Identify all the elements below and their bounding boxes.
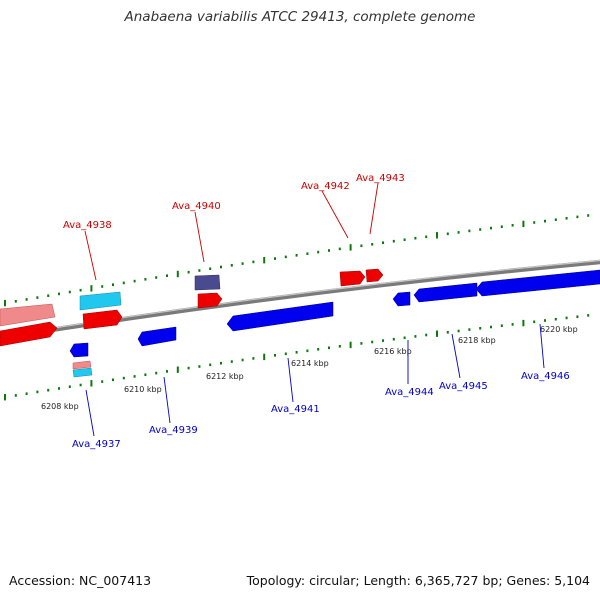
upper-tick-track bbox=[4, 214, 590, 307]
ruler-label: 6210 kbp bbox=[124, 385, 162, 394]
gene-label-ava4944[interactable]: Ava_4944 bbox=[385, 387, 434, 398]
gene-arrow-ava4939[interactable] bbox=[137, 326, 177, 347]
reverse-features bbox=[69, 269, 600, 378]
gene-arrow-purple[interactable] bbox=[194, 274, 221, 291]
gene-arrow-red-left[interactable] bbox=[0, 321, 58, 347]
map-title: Anabaena variabilis ATCC 29413, complete… bbox=[124, 9, 476, 25]
gene-arrow-cyan-small[interactable] bbox=[72, 367, 93, 378]
ruler-label: 6212 kbp bbox=[206, 372, 244, 381]
forward-leader-lines bbox=[84, 182, 379, 281]
gene-label-ava4941[interactable]: Ava_4941 bbox=[271, 404, 320, 415]
ruler-label: 6214 kbp bbox=[291, 359, 329, 368]
ruler-labels: 6208 kbp 6210 kbp 6212 kbp 6214 kbp 6216… bbox=[41, 325, 578, 411]
lower-tick-track bbox=[4, 314, 590, 401]
gene-arrow-ava4941[interactable] bbox=[226, 301, 334, 332]
gene-arrow-ava4946[interactable] bbox=[475, 269, 600, 297]
gene-arrow-pink-small[interactable] bbox=[72, 360, 92, 370]
gene-arrow-ava4937[interactable] bbox=[69, 342, 89, 358]
ruler-label: 6208 kbp bbox=[41, 402, 79, 411]
gene-label-ava4942[interactable]: Ava_4942 bbox=[301, 181, 350, 192]
ruler-label: 6220 kbp bbox=[540, 325, 578, 334]
reverse-leader-lines bbox=[85, 323, 545, 437]
gene-arrow-ava4942[interactable] bbox=[339, 270, 366, 287]
gene-arrow-ava4945[interactable] bbox=[413, 282, 478, 303]
reverse-gene-labels: Ava_4937 Ava_4939 Ava_4941 Ava_4944 Ava_… bbox=[72, 371, 570, 450]
ruler-label: 6216 kbp bbox=[374, 347, 412, 356]
forward-features bbox=[0, 268, 384, 347]
gene-label-ava4943[interactable]: Ava_4943 bbox=[356, 173, 405, 184]
gene-label-ava4938[interactable]: Ava_4938 bbox=[63, 220, 112, 231]
accession-text: Accession: NC_007413 bbox=[9, 573, 152, 588]
gene-arrow-ava4943[interactable] bbox=[365, 268, 384, 283]
gene-label-ava4940[interactable]: Ava_4940 bbox=[172, 201, 221, 212]
gene-label-ava4937[interactable]: Ava_4937 bbox=[72, 439, 121, 450]
genome-summary-text: Topology: circular; Length: 6,365,727 bp… bbox=[246, 573, 590, 588]
gene-label-ava4945[interactable]: Ava_4945 bbox=[439, 381, 488, 392]
gene-label-ava4946[interactable]: Ava_4946 bbox=[521, 371, 570, 382]
gene-arrow-ava4938[interactable] bbox=[82, 309, 123, 330]
forward-gene-labels: Ava_4938 Ava_4940 Ava_4942 Ava_4943 bbox=[63, 173, 405, 231]
gene-arrow-ava4944[interactable] bbox=[392, 291, 411, 307]
gene-arrow-ava4940[interactable] bbox=[197, 292, 223, 309]
gene-arrow-cyan[interactable] bbox=[79, 291, 122, 311]
gene-label-ava4939[interactable]: Ava_4939 bbox=[149, 425, 198, 436]
ruler-label: 6218 kbp bbox=[458, 336, 496, 345]
gene-arrow-pink[interactable] bbox=[0, 303, 56, 327]
